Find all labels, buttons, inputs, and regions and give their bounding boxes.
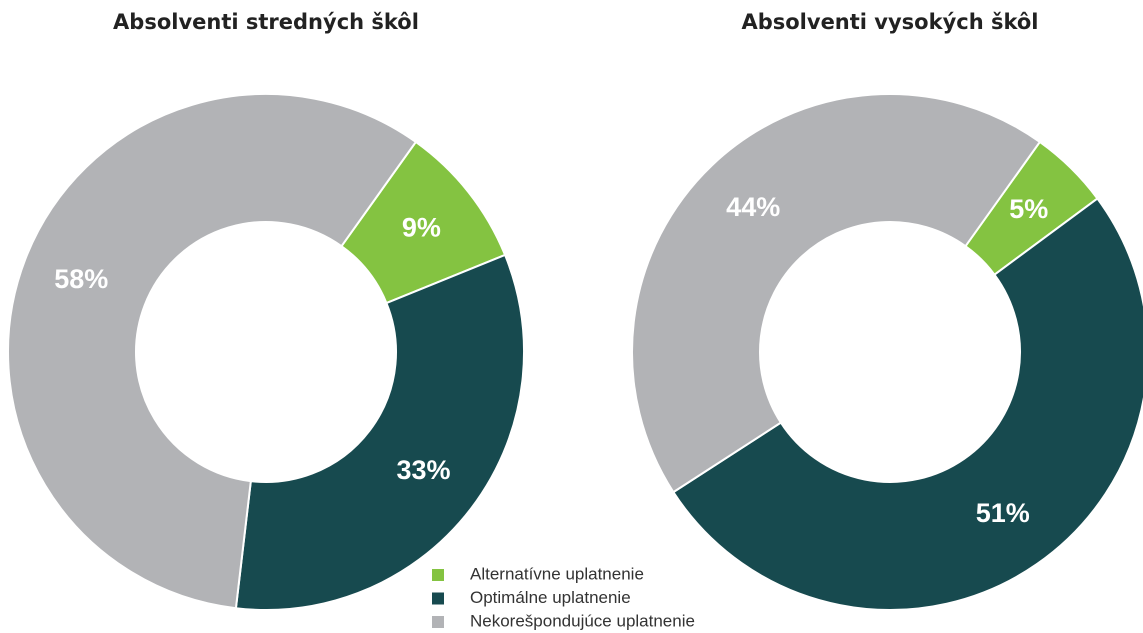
legend-swatch [432, 592, 444, 605]
donut-segment [671, 197, 1143, 611]
donut-segment [7, 93, 418, 610]
donut-segment [234, 253, 525, 611]
legend-label: Alternatívne uplatnenie [470, 564, 644, 583]
value-label: 33% [396, 455, 450, 485]
donut-segment [631, 93, 1042, 494]
legend-label: Optimálne uplatnenie [470, 588, 631, 607]
chart-title: Absolventi stredných škôl [113, 10, 419, 34]
chart-title: Absolventi vysokých škôl [741, 10, 1038, 34]
legend-label: Nekorešpondujúce uplatnenie [470, 611, 695, 630]
value-label: 9% [402, 212, 441, 242]
legend-swatch [432, 616, 444, 628]
value-label: 44% [726, 192, 780, 222]
value-label: 58% [54, 264, 108, 294]
legend-swatch [432, 569, 444, 581]
value-label: 51% [976, 498, 1030, 528]
value-label: 5% [1009, 194, 1048, 224]
